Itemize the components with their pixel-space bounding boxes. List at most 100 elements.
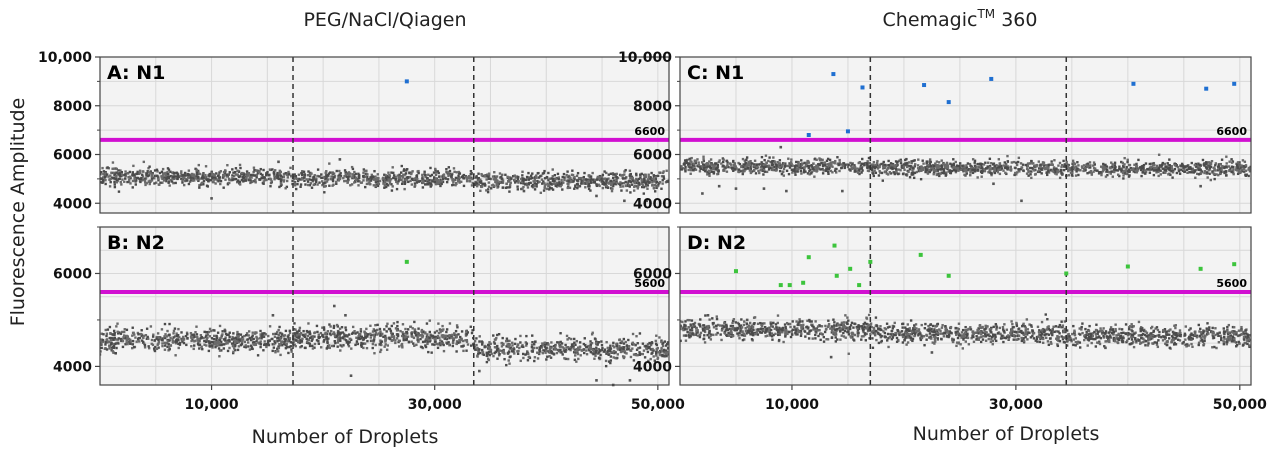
negative-droplet (538, 180, 541, 184)
negative-droplet (848, 168, 851, 171)
negative-droplet (374, 331, 378, 334)
negative-droplet (290, 348, 293, 351)
negative-droplet (698, 165, 702, 168)
negative-droplet (210, 179, 213, 182)
negative-droplet (452, 167, 456, 170)
negative-droplet (181, 340, 184, 343)
negative-droplet (1244, 164, 1248, 167)
negative-droplet (570, 337, 573, 341)
negative-droplet (605, 171, 608, 175)
negative-droplet (401, 180, 405, 184)
negative-droplet (1072, 161, 1075, 165)
negative-droplet (379, 350, 382, 354)
negative-droplet (451, 341, 455, 345)
negative-droplet (455, 333, 458, 337)
negative-droplet (131, 331, 135, 335)
negative-droplet (196, 176, 200, 179)
negative-droplet (831, 165, 834, 168)
negative-droplet (567, 337, 571, 340)
negative-droplet (622, 356, 626, 360)
negative-droplet (504, 186, 508, 190)
negative-droplet (349, 184, 352, 187)
negative-droplet (575, 174, 579, 178)
negative-droplet (416, 331, 419, 335)
negative-droplet (310, 172, 313, 175)
negative-droplet (172, 177, 176, 181)
negative-droplet (813, 169, 816, 172)
negative-droplet (1190, 161, 1193, 165)
negative-droplet (469, 344, 473, 347)
negative-droplet (510, 177, 513, 180)
negative-droplet (173, 327, 177, 330)
negative-droplet (615, 181, 619, 185)
negative-droplet (253, 174, 257, 177)
negative-droplet (224, 342, 228, 345)
negative-droplet (405, 335, 408, 339)
negative-droplet (333, 339, 336, 343)
negative-droplet (379, 339, 382, 342)
negative-droplet (113, 331, 116, 335)
negative-droplet (611, 172, 615, 175)
negative-droplet (1032, 162, 1035, 165)
negative-droplet (556, 183, 559, 186)
negative-droplet (1155, 169, 1159, 172)
negative-droplet (943, 172, 946, 175)
negative-droplet (1222, 165, 1226, 168)
negative-droplet (335, 334, 339, 338)
negative-droplet (564, 357, 567, 361)
negative-droplet (517, 179, 520, 183)
negative-droplet (587, 182, 591, 185)
negative-droplet (217, 178, 220, 181)
negative-droplet (280, 340, 284, 343)
negative-droplet (648, 342, 651, 345)
negative-droplet (148, 165, 151, 168)
negative-droplet (289, 345, 292, 348)
negative-droplet (812, 167, 815, 171)
negative-droplet (233, 344, 237, 348)
negative-droplet (422, 178, 425, 182)
negative-droplet (243, 334, 246, 338)
negative-droplet (446, 342, 449, 345)
negative-droplet (466, 177, 469, 181)
negative-droplet (842, 162, 846, 165)
negative-droplet (174, 175, 177, 178)
negative-droplet (535, 182, 538, 186)
negative-droplet (252, 174, 255, 177)
negative-droplet (109, 174, 112, 177)
negative-droplet (655, 180, 659, 184)
negative-droplet (520, 180, 524, 184)
negative-droplet (191, 174, 194, 178)
negative-droplet (112, 351, 115, 354)
negative-droplet (253, 169, 256, 172)
negative-droplet (138, 340, 141, 343)
negative-droplet (891, 166, 895, 169)
negative-droplet (326, 341, 329, 345)
negative-droplet (973, 161, 976, 164)
negative-droplet (619, 183, 622, 186)
negative-droplet (694, 160, 698, 163)
negative-droplet (533, 180, 536, 183)
negative-droplet (1019, 162, 1023, 165)
negative-droplet (1172, 169, 1175, 172)
negative-droplet (631, 176, 634, 180)
negative-droplet (1060, 165, 1063, 168)
negative-droplet (102, 333, 105, 336)
negative-droplet (576, 348, 579, 352)
negative-droplet (211, 176, 214, 179)
negative-droplet (833, 169, 837, 172)
negative-droplet (609, 359, 613, 362)
negative-droplet (494, 180, 497, 183)
negative-droplet (593, 357, 596, 360)
negative-droplet (455, 335, 458, 339)
negative-droplet (490, 352, 493, 355)
negative-droplet (588, 349, 591, 352)
negative-droplet (294, 344, 297, 348)
negative-droplet (558, 345, 562, 348)
negative-droplet (396, 182, 399, 185)
negative-droplet (987, 171, 990, 174)
negative-droplet (275, 175, 278, 178)
negative-droplet (658, 171, 661, 174)
negative-droplet (785, 169, 789, 173)
negative-droplet (1152, 169, 1155, 172)
negative-droplet (117, 169, 120, 172)
